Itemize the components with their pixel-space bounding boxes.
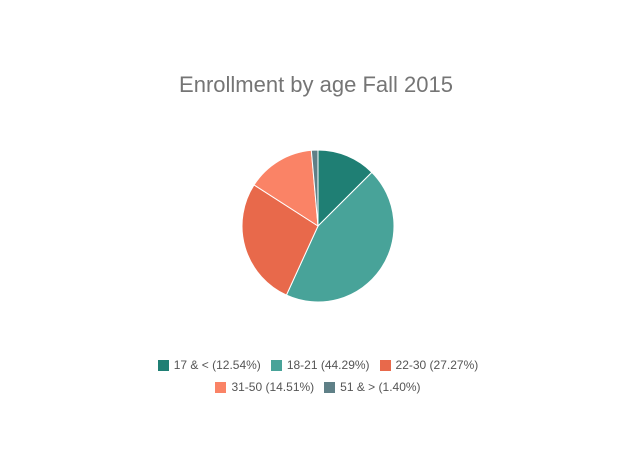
legend-label: 22-30 (27.27%) — [395, 358, 479, 372]
legend-item[interactable]: 18-21 (44.29%) — [270, 358, 370, 372]
legend-label: 51 & > (1.40%) — [340, 380, 421, 394]
legend: 17 & < (12.54%) 18-21 (44.29%) 22-30 (27.2… — [143, 358, 493, 394]
pie-slice — [285, 171, 395, 303]
legend-swatch — [157, 359, 169, 371]
legend-swatch — [379, 359, 391, 371]
legend-label: 31-50 (14.51%) — [231, 380, 315, 394]
legend-swatch — [215, 381, 227, 393]
legend-swatch — [324, 381, 336, 393]
pie-slice — [310, 149, 319, 227]
pie — [241, 149, 395, 303]
legend-item[interactable]: 17 & < (12.54%) — [157, 358, 261, 372]
legend-label: 17 & < (12.54%) — [173, 358, 261, 372]
pie-slice — [253, 149, 319, 227]
legend-label: 18-21 (44.29%) — [286, 358, 370, 372]
pie-slice — [317, 149, 373, 228]
legend-item[interactable]: 22-30 (27.27%) — [379, 358, 479, 372]
pie-slice — [241, 184, 319, 296]
legend-item[interactable]: 51 & > (1.40%) — [324, 380, 421, 394]
legend-swatch — [270, 359, 282, 371]
legend-item[interactable]: 31-50 (14.51%) — [215, 380, 314, 394]
chart-title: Enrollment by age Fall 2015 — [179, 72, 453, 97]
